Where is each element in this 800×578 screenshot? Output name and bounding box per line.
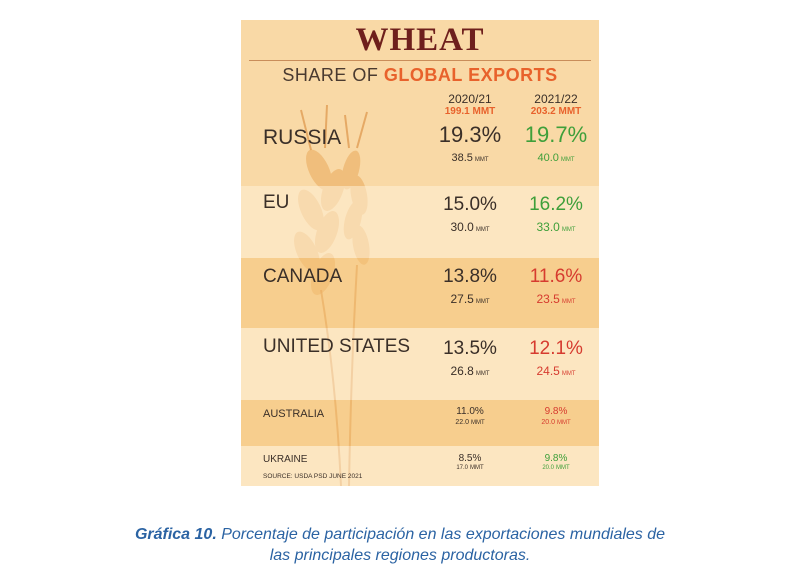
volume-unit: MMT xyxy=(561,371,576,377)
volume-2020: 17.0 MMT xyxy=(425,465,515,471)
column-year-2020: 2020/21 xyxy=(448,92,492,106)
table-row-ukraine: UKRAINE 8.5% 9.8% 17.0 MMT 20.0 MMT xyxy=(241,446,599,486)
volume-value: 38.5 xyxy=(451,152,473,164)
volume-2020: 27.5 MMT xyxy=(425,292,515,306)
volume-2021: 20.0 MMT xyxy=(511,419,599,426)
volume-unit: MMT xyxy=(474,157,489,163)
caption-line-1: Gráfica 10. Porcentaje de participación … xyxy=(0,524,800,545)
volume-2021: 33.0 MMT xyxy=(511,220,599,234)
volume-unit: MMT xyxy=(556,420,571,426)
volume-2020: 30.0 MMT xyxy=(425,220,515,234)
share-2020: 15.0% xyxy=(443,194,497,215)
volume-2021: 24.5 MMT xyxy=(511,364,599,378)
volume-unit: MMT xyxy=(470,465,484,471)
source-note: SOURCE: USDA PSD JUNE 2021 xyxy=(263,473,363,480)
volume-2020: 22.0 MMT xyxy=(425,419,515,426)
volume-unit: MMT xyxy=(475,371,490,377)
volume-value: 40.0 xyxy=(537,152,559,164)
wheat-infographic: WHEAT SHARE OF GLOBAL EXPORTS 2020/21 20… xyxy=(241,20,599,486)
volume-unit: MMT xyxy=(556,465,570,471)
share-2020: 13.5% xyxy=(443,338,497,359)
volume-value: 27.5 xyxy=(450,292,474,306)
share-2021: 9.8% xyxy=(544,406,568,417)
column-year-2021: 2021/22 xyxy=(534,92,578,106)
subtitle-prefix: SHARE OF xyxy=(282,65,379,85)
share-2021: 19.7% xyxy=(524,122,588,147)
title-divider xyxy=(249,60,591,61)
volume-2021: 20.0 MMT xyxy=(511,465,599,471)
country-label: EU xyxy=(263,192,290,213)
volume-value: 17.0 xyxy=(456,465,468,471)
volume-unit: MMT xyxy=(475,299,490,305)
volume-2020: 26.8 MMT xyxy=(425,364,515,378)
share-2021: 11.6% xyxy=(529,266,583,287)
volume-value: 23.5 xyxy=(536,292,560,306)
volume-unit: MMT xyxy=(560,157,575,163)
table-row-canada: CANADA 13.8% 11.6% 27.5 MMT 23.5 MMT xyxy=(241,258,599,328)
caption-text-2: las principales regiones productoras. xyxy=(269,547,531,564)
infographic-title: WHEAT xyxy=(355,22,485,58)
volume-value: 20.0 xyxy=(541,419,555,426)
column-total-2020: 199.1 MMT xyxy=(444,106,496,117)
volume-unit: MMT xyxy=(561,299,576,305)
country-label: RUSSIA xyxy=(263,126,342,149)
share-2021: 16.2% xyxy=(529,194,583,215)
volume-value: 33.0 xyxy=(536,220,560,234)
share-2021: 9.8% xyxy=(544,453,568,464)
volume-value: 20.0 xyxy=(542,465,554,471)
volume-unit: MMT xyxy=(475,227,490,233)
share-2020: 19.3% xyxy=(438,122,502,147)
table-row-united-states: UNITED STATES 13.5% 12.1% 26.8 MMT 24.5 MM… xyxy=(241,328,599,400)
share-2020: 8.5% xyxy=(458,453,482,464)
column-total-2021: 203.2 MMT xyxy=(530,106,582,117)
volume-value: 30.0 xyxy=(450,220,474,234)
volume-unit: MMT xyxy=(470,420,485,426)
subtitle-highlight: GLOBAL EXPORTS xyxy=(383,65,558,85)
volume-2021: 40.0 MMT xyxy=(511,152,599,164)
country-label: UKRAINE xyxy=(263,454,308,465)
share-2020: 13.8% xyxy=(443,266,497,287)
country-label: AUSTRALIA xyxy=(263,408,325,420)
volume-value: 22.0 xyxy=(455,419,469,426)
volume-2020: 38.5 MMT xyxy=(425,152,515,164)
share-2021: 12.1% xyxy=(529,338,583,359)
share-2020: 11.0% xyxy=(456,406,484,417)
table-row-eu: EU 15.0% 16.2% 30.0 MMT 33.0 MMT xyxy=(241,186,599,258)
volume-value: 26.8 xyxy=(450,364,474,378)
table-row-australia: AUSTRALIA 11.0% 9.8% 22.0 MMT 20.0 MMT xyxy=(241,400,599,446)
figure-caption: Gráfica 10. Porcentaje de participación … xyxy=(0,524,800,566)
volume-value: 24.5 xyxy=(536,364,560,378)
caption-label: Gráfica 10. xyxy=(134,526,217,543)
country-label: UNITED STATES xyxy=(263,336,411,357)
volume-2021: 23.5 MMT xyxy=(511,292,599,306)
infographic-subtitle: SHARE OF GLOBAL EXPORTS xyxy=(241,65,599,86)
caption-text-1: Porcentaje de participación en las expor… xyxy=(221,526,666,543)
volume-unit: MMT xyxy=(561,227,576,233)
table-row-russia: RUSSIA 19.3% 19.7% 38.5 MMT 40.0 MMT xyxy=(241,116,599,186)
country-label: CANADA xyxy=(263,266,343,287)
